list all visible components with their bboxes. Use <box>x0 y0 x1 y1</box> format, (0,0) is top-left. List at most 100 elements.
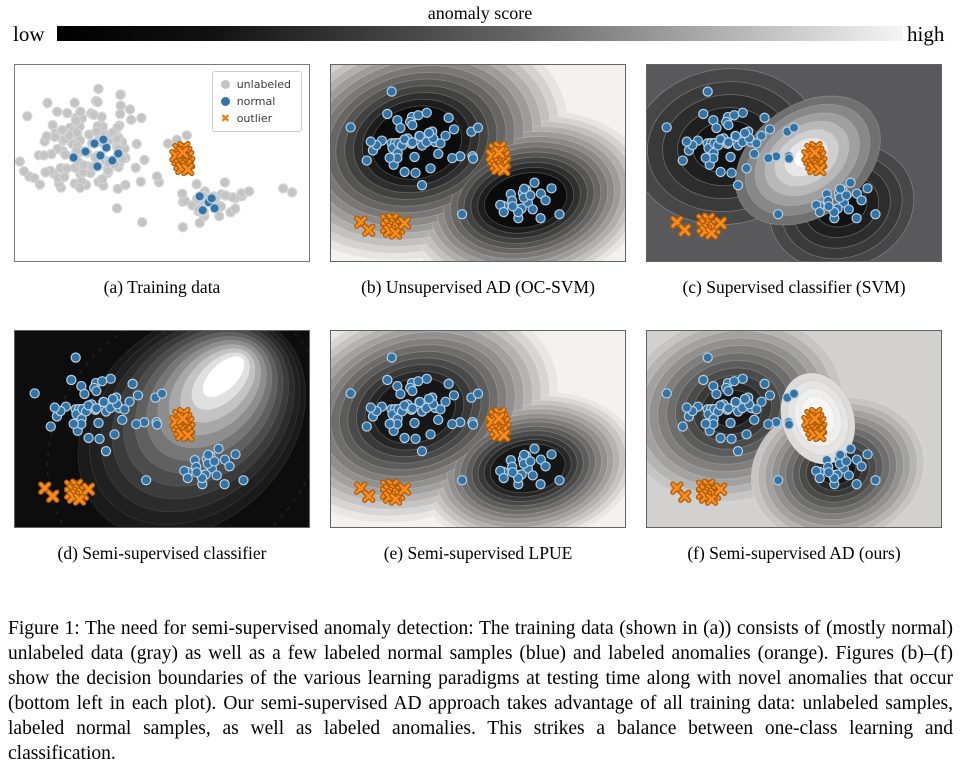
novel-anomaly-point <box>399 217 410 229</box>
unlabeled-point <box>214 210 225 222</box>
normal-point <box>382 108 393 120</box>
labeled-outlier-point <box>493 147 505 159</box>
novel-anomaly-point <box>399 483 410 495</box>
lpue-contour-plot <box>331 331 625 527</box>
normal-point <box>739 127 751 139</box>
labeled-outlier-point <box>182 163 194 175</box>
normal-point <box>68 418 79 430</box>
normal-point <box>732 446 744 457</box>
normal-point <box>749 148 760 160</box>
normal-point <box>723 119 734 131</box>
legend-item-unlabeled: unlabeled <box>220 76 291 93</box>
panel-semi-supervised-lpue <box>330 330 626 528</box>
svm-contour-plot <box>647 65 941 261</box>
novel-anomaly-point <box>363 490 375 502</box>
normal-point <box>841 456 852 467</box>
normal-point <box>823 201 834 212</box>
normal-point <box>384 418 395 430</box>
normal-point <box>91 385 102 397</box>
normal-point <box>386 352 397 363</box>
unlabeled-point <box>29 172 40 184</box>
normal-point <box>554 209 565 220</box>
unlabeled-point <box>59 171 70 183</box>
normal-point <box>711 388 722 400</box>
panel-semi-supervised-ad-ours <box>646 330 942 528</box>
normal-point <box>554 475 565 486</box>
labeled-outlier-point <box>498 429 510 441</box>
scatter-layer <box>15 83 298 233</box>
normal-point <box>788 388 800 399</box>
normal-point <box>700 418 711 430</box>
normal-point <box>835 449 846 460</box>
normal-point <box>498 472 509 484</box>
labeled-normal-point <box>206 193 217 204</box>
normal-point <box>788 122 800 133</box>
normal-point <box>230 449 241 460</box>
unlabeled-point <box>151 171 163 182</box>
normal-point <box>725 417 736 429</box>
normal-point <box>421 373 432 384</box>
unlabeled-point <box>286 187 298 198</box>
labeled-outlier-point <box>177 147 189 159</box>
normal-point <box>407 137 418 148</box>
novel-anomaly-point <box>679 490 691 502</box>
normal-point <box>91 403 102 414</box>
normal-point <box>472 122 484 133</box>
normal-point <box>823 467 834 478</box>
normal-point <box>365 136 376 147</box>
unlabeled-point <box>69 97 80 108</box>
normal-point <box>835 183 846 194</box>
normal-point <box>702 86 713 97</box>
normal-point <box>156 388 168 399</box>
normal-point <box>535 479 546 490</box>
normal-point <box>409 151 420 163</box>
panel-caption-c: (c) Supervised classifier (SVM) <box>682 277 906 297</box>
normal-point <box>395 122 406 134</box>
unlabeled-point <box>162 138 174 149</box>
normal-point <box>540 195 551 206</box>
normal-point <box>677 155 688 166</box>
labeled-normal-point <box>80 146 91 157</box>
unlabeled-point <box>34 179 46 190</box>
normal-point <box>361 155 372 166</box>
legend: unlabeled normal ✖ outlier <box>211 71 302 132</box>
unlabeled-point <box>22 111 33 122</box>
unlabeled-point <box>74 182 86 193</box>
normal-point <box>527 470 538 481</box>
unlabeled-point <box>91 126 102 137</box>
labeled-normal-point <box>98 134 109 145</box>
normal-point <box>737 107 748 118</box>
panel-caption-d: (d) Semi-supervised classifier <box>57 543 267 563</box>
normal-point <box>698 374 709 386</box>
figure-caption: Figure 1: The need for semi-supervised a… <box>8 617 953 760</box>
labeled-normal-point <box>107 155 118 166</box>
normal-point <box>448 390 460 401</box>
scatter-layer <box>345 352 565 506</box>
normal-point <box>498 206 509 218</box>
normal-point <box>730 130 741 142</box>
normal-point <box>843 470 854 481</box>
unlabeled-point <box>75 106 86 117</box>
normal-point <box>751 138 762 149</box>
normal-point <box>783 419 795 430</box>
normal-point <box>661 122 672 133</box>
normal-point <box>732 180 744 191</box>
normal-point <box>435 138 446 149</box>
novel-anomaly-point <box>715 483 726 495</box>
normal-point <box>737 373 748 384</box>
normal-point <box>729 376 740 387</box>
normal-point <box>723 403 734 414</box>
normal-marker-icon <box>220 97 230 106</box>
labeled-normal-point <box>194 191 205 202</box>
colorbar-low-label: low <box>13 22 45 46</box>
normal-point <box>870 475 881 486</box>
normal-point <box>132 390 144 401</box>
unlabeled-point <box>139 154 150 166</box>
normal-point <box>361 421 372 432</box>
normal-point <box>763 152 774 164</box>
scatter-layer <box>661 352 881 506</box>
normal-point <box>219 479 230 490</box>
normal-point <box>433 148 444 160</box>
normal-point <box>677 421 688 432</box>
unlabeled-point <box>18 166 30 177</box>
